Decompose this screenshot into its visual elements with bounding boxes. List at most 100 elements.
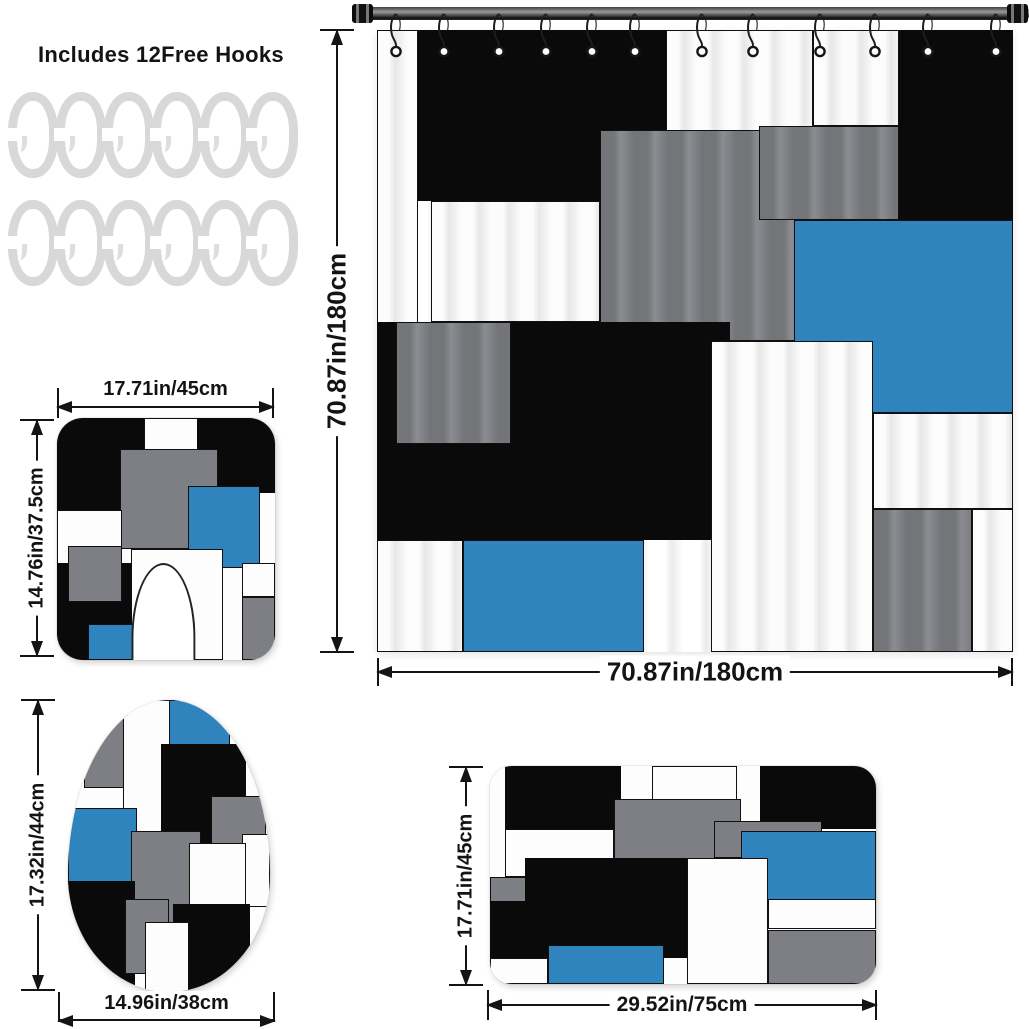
hook-ring-icon [246,92,298,178]
curtain-width-dimension: 70.87in/180cm [376,655,1014,689]
color-block-white [812,30,899,127]
free-hooks-title: Includes 12Free Hooks [38,42,284,67]
dimension-tick [377,658,379,686]
color-block-black [760,766,876,830]
dimension-line [57,406,274,409]
hook-ring-icon [102,200,154,286]
color-block-white [241,834,270,908]
free-hooks-row [6,200,298,286]
curtain-height-label: 70.87in/180cm [320,245,354,437]
color-block-black [505,766,622,830]
free-hooks-row [6,92,298,178]
color-block-blue [462,540,645,652]
dimension-tick [273,992,275,1022]
arrow-down-icon [331,637,343,653]
arrow-up-icon [460,766,472,782]
color-block-white [971,508,1013,652]
dimension-tick [1011,658,1013,686]
dimension-tick [449,766,483,768]
arrow-left-icon [56,401,72,414]
lid-width-label: 14.96in/38cm [97,991,236,1016]
color-block-gray [242,597,275,660]
hook-ring-icon [198,200,250,286]
arrow-right-icon [259,401,275,414]
shower-curtain [377,30,1013,652]
bath-mat-width-label: 29.52in/75cm [609,992,755,1018]
color-block-blue [87,623,136,660]
arrow-right-icon [260,1015,276,1027]
hook-ring-icon [246,200,298,286]
curtain-width-label: 70.87in/180cm [599,655,791,689]
hook-ring-icon [198,92,250,178]
hook-ring-icon [6,200,58,286]
arrow-down-icon [32,975,44,991]
bath-mat-width-dimension: 29.52in/75cm [486,990,878,1020]
lid-height-dimension: 17.32in/44cm [21,699,55,991]
curtain-height-dimension: 70.87in/180cm [320,29,354,653]
color-block-gray [396,322,511,444]
dimension-tick [20,419,54,421]
dimension-tick [58,992,60,1022]
arrow-left-icon [486,999,502,1011]
color-block-gray [67,546,123,602]
color-block-blue [169,700,230,753]
contour-mat [57,418,275,660]
hook-ring-icon [150,92,202,178]
color-block-white [431,201,600,323]
dimension-tick [20,655,54,657]
color-block-black [68,881,135,992]
dimension-tick [487,990,489,1020]
dimension-tick [57,388,59,418]
color-block-gray [767,929,876,984]
hook-ring-icon [102,92,154,178]
contour-mat-height-dimension: 14.76in/37.5cm [20,419,54,657]
arrow-left-icon [57,1015,73,1027]
arrow-up-icon [32,699,44,715]
dimension-tick [875,990,877,1020]
color-block-gray [873,508,972,652]
color-block-white [242,563,275,598]
dimension-tick [21,989,55,991]
rod-end-cap-left [352,4,373,23]
color-block-white [490,957,548,984]
hook-ring-icon [54,92,106,178]
color-block-white [767,898,876,930]
bath-mat-height-dimension: 17.71in/45cm [449,766,483,986]
dimension-line [58,1019,275,1021]
color-block-white [144,921,190,992]
curtain-rod [352,4,1029,23]
color-block-blue [68,808,137,893]
dimension-tick [21,699,55,701]
dimension-tick [272,388,274,418]
lid-width-dimension: 14.96in/38cm [57,991,276,1027]
hook-ring-icon [150,200,202,286]
hook-ring-icon [54,200,106,286]
hook-ring-icon [6,92,58,178]
color-block-blue [547,944,664,984]
toilet-lid-cover [68,700,270,992]
arrow-right-icon [998,666,1014,678]
arrow-down-icon [460,970,472,986]
contour-mat-width-dimension: 17.71in/45cm [56,377,275,418]
arrow-left-icon [376,666,392,678]
color-block-black [524,857,691,958]
color-block-white [377,540,463,652]
rod-end-cap-right [1007,4,1028,23]
bath-mat [490,766,876,984]
dimension-tick [320,651,354,653]
color-block-white [710,341,874,652]
arrow-right-icon [862,999,878,1011]
arrow-up-icon [331,29,343,45]
bath-mat-height-label: 17.71in/45cm [453,806,479,946]
arrow-down-icon [31,641,43,657]
color-block-white [686,857,768,984]
arrow-up-icon [31,419,43,435]
dimension-tick [449,984,483,986]
contour-mat-height-label: 14.76in/37.5cm [24,460,50,616]
lid-height-label: 17.32in/44cm [25,775,51,915]
color-block-black [898,30,1013,223]
dimension-tick [320,29,354,31]
color-block-white [873,412,1013,509]
contour-mat-width-label: 17.71in/45cm [96,377,235,402]
